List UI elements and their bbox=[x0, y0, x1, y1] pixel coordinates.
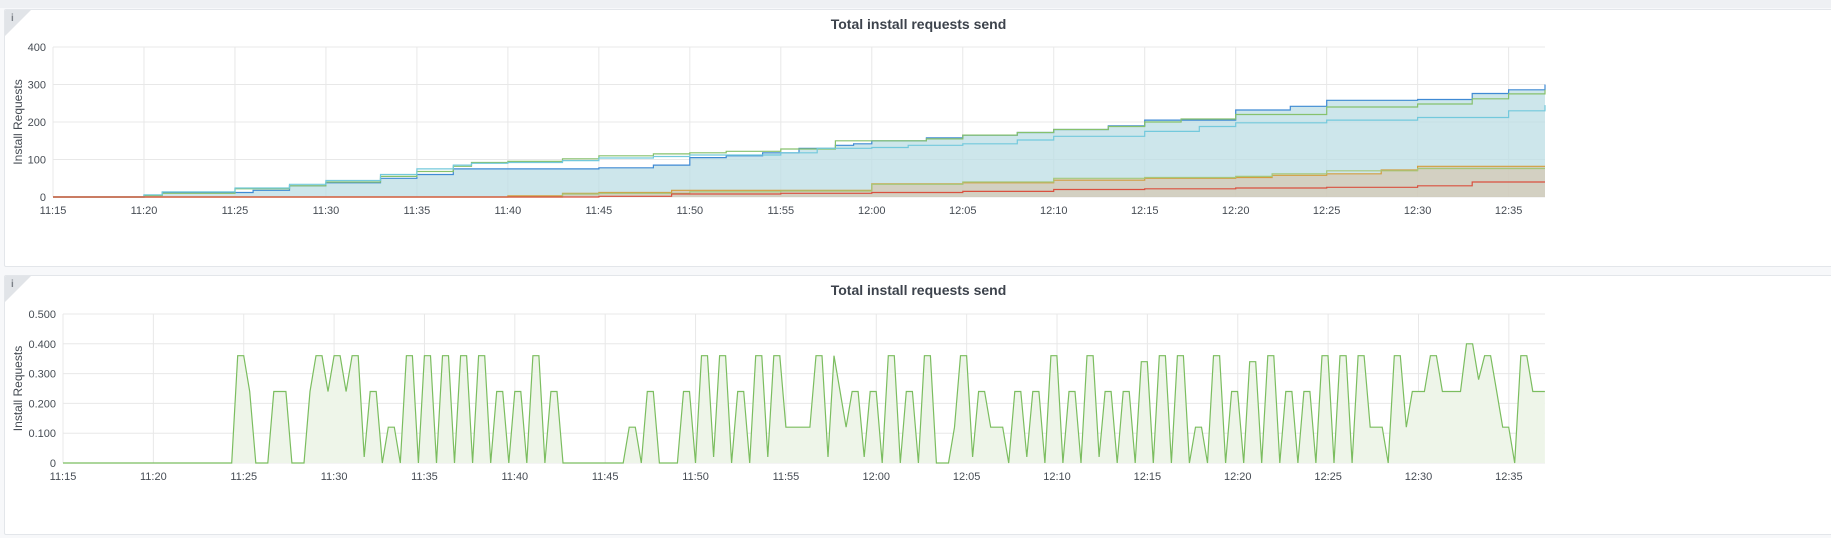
x-tick-label: 11:45 bbox=[585, 205, 612, 217]
chart-request-rate: 0 0.100 0.200 0.300 0.400 0.500 11:15 11:20 11:2… bbox=[11, 309, 1545, 483]
chart-cumulative-requests: 0 100 200 300 400 11:15 11:20 11:25 11:30 11:35 11… bbox=[11, 42, 1546, 217]
panel-install-requests-cumulative: i Total install requests send 0 100 200 300… bbox=[4, 9, 1831, 267]
y-tick-label: 400 bbox=[28, 42, 46, 54]
series-area-fill bbox=[53, 84, 1545, 197]
x-tick-label: 11:55 bbox=[773, 471, 800, 483]
series-line-4 bbox=[53, 167, 1545, 198]
x-tick-label: 11:20 bbox=[140, 471, 167, 483]
x-tick-label: 12:25 bbox=[1313, 205, 1341, 217]
x-tick-label: 11:50 bbox=[676, 205, 703, 217]
x-tick-label: 11:30 bbox=[321, 471, 348, 483]
y-tick-label: 100 bbox=[28, 155, 46, 167]
x-tick-label: 11:25 bbox=[222, 205, 249, 217]
y-tick-label: 300 bbox=[28, 80, 46, 92]
x-tick-label: 11:35 bbox=[404, 205, 431, 217]
y-tick-label: 0 bbox=[50, 458, 56, 470]
x-tick-label: 11:40 bbox=[501, 471, 528, 483]
y-tick-label: 0.300 bbox=[28, 369, 56, 381]
top-strip bbox=[0, 0, 1831, 8]
series-line-2 bbox=[53, 105, 1546, 198]
x-tick-label: 12:05 bbox=[949, 205, 977, 217]
x-tick-label: 12:15 bbox=[1131, 205, 1159, 217]
x-tick-label: 11:15 bbox=[50, 471, 77, 483]
y-axis-label: Install Requests bbox=[11, 79, 25, 164]
series-line-3 bbox=[53, 165, 1545, 198]
panel-info-corner[interactable] bbox=[5, 276, 31, 302]
series-line-0 bbox=[63, 343, 1545, 464]
y-tick-label: 0.400 bbox=[28, 339, 56, 351]
panel-title[interactable]: Total install requests send bbox=[830, 282, 1007, 298]
series-line-5 bbox=[53, 181, 1545, 198]
x-tick-label: 11:25 bbox=[230, 471, 257, 483]
x-tick-label: 12:00 bbox=[858, 205, 886, 217]
x-tick-label: 12:15 bbox=[1134, 471, 1162, 483]
panel-title[interactable]: Total install requests send bbox=[830, 16, 1007, 32]
x-tick-label: 11:45 bbox=[592, 471, 619, 483]
x-tick-label: 11:50 bbox=[682, 471, 709, 483]
x-tick-label: 12:20 bbox=[1222, 205, 1250, 217]
x-tick-label: 12:00 bbox=[863, 471, 891, 483]
x-tick-label: 11:20 bbox=[131, 205, 158, 217]
x-tick-label: 12:10 bbox=[1043, 471, 1071, 483]
info-icon[interactable]: i bbox=[11, 279, 14, 290]
x-tick-label: 12:25 bbox=[1314, 471, 1342, 483]
x-tick-label: 11:55 bbox=[767, 205, 794, 217]
x-tick-label: 12:30 bbox=[1404, 205, 1432, 217]
y-axis-label: Install Requests bbox=[11, 346, 25, 431]
x-tick-label: 11:35 bbox=[411, 471, 438, 483]
x-tick-label: 12:10 bbox=[1040, 205, 1068, 217]
x-tick-label: 11:30 bbox=[313, 205, 340, 217]
panel-info-corner[interactable] bbox=[5, 10, 31, 36]
y-tick-label: 200 bbox=[28, 117, 46, 129]
x-tick-label: 12:20 bbox=[1224, 471, 1252, 483]
panel-install-requests-rate: i Total install requests send 0 0.100 0.20… bbox=[4, 275, 1831, 535]
y-tick-label: 0.100 bbox=[28, 428, 56, 440]
x-tick-label: 12:35 bbox=[1495, 205, 1523, 217]
x-tick-label: 11:40 bbox=[495, 205, 522, 217]
y-tick-label: 0.500 bbox=[28, 309, 56, 321]
x-tick-label: 12:05 bbox=[953, 471, 981, 483]
info-icon[interactable]: i bbox=[11, 13, 14, 24]
y-tick-label: 0.200 bbox=[28, 398, 56, 410]
y-tick-label: 0 bbox=[40, 192, 46, 204]
x-tick-label: 12:30 bbox=[1405, 471, 1433, 483]
x-tick-label: 12:35 bbox=[1495, 471, 1523, 483]
series-area-fill bbox=[63, 343, 1545, 463]
x-tick-label: 11:15 bbox=[40, 205, 67, 217]
